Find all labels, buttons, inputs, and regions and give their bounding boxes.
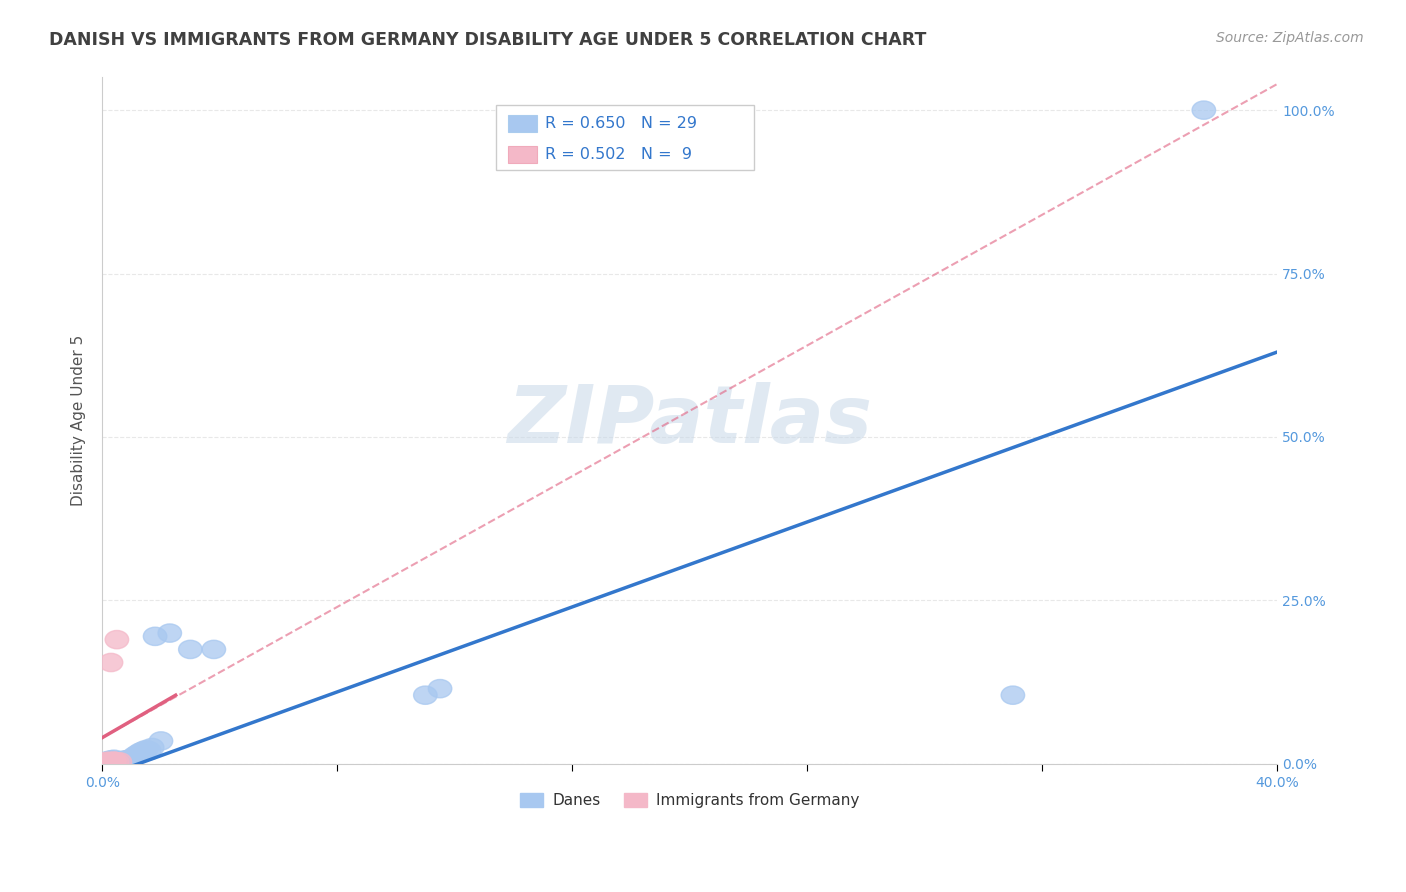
Ellipse shape [103, 752, 125, 771]
Ellipse shape [125, 745, 149, 764]
Ellipse shape [413, 686, 437, 705]
Ellipse shape [100, 653, 122, 672]
Ellipse shape [103, 750, 125, 768]
Text: Source: ZipAtlas.com: Source: ZipAtlas.com [1216, 31, 1364, 45]
Ellipse shape [100, 751, 122, 769]
Ellipse shape [93, 753, 117, 771]
Ellipse shape [105, 752, 129, 771]
Ellipse shape [105, 753, 129, 771]
Ellipse shape [114, 751, 138, 769]
Ellipse shape [157, 624, 181, 642]
Ellipse shape [135, 740, 157, 758]
Ellipse shape [111, 751, 135, 770]
Ellipse shape [179, 640, 202, 658]
Ellipse shape [117, 750, 141, 768]
Ellipse shape [141, 739, 165, 756]
Y-axis label: Disability Age Under 5: Disability Age Under 5 [72, 335, 86, 507]
Ellipse shape [202, 640, 225, 658]
Text: R = 0.502   N =  9: R = 0.502 N = 9 [546, 147, 692, 161]
Ellipse shape [100, 752, 122, 771]
Ellipse shape [120, 749, 143, 768]
Ellipse shape [100, 753, 122, 771]
Ellipse shape [1192, 101, 1216, 120]
Ellipse shape [103, 751, 125, 770]
Ellipse shape [122, 747, 146, 765]
Ellipse shape [1001, 686, 1025, 705]
Ellipse shape [129, 743, 152, 761]
Ellipse shape [105, 631, 129, 648]
Ellipse shape [97, 751, 120, 770]
Ellipse shape [429, 680, 451, 698]
Ellipse shape [149, 731, 173, 750]
FancyBboxPatch shape [508, 115, 537, 132]
FancyBboxPatch shape [508, 146, 537, 163]
FancyBboxPatch shape [496, 105, 755, 170]
Ellipse shape [138, 741, 160, 760]
Ellipse shape [132, 741, 155, 760]
Text: ZIPatlas: ZIPatlas [508, 382, 872, 459]
Ellipse shape [97, 752, 120, 771]
Legend: Danes, Immigrants from Germany: Danes, Immigrants from Germany [515, 788, 865, 814]
Ellipse shape [108, 751, 132, 770]
Text: R = 0.650   N = 29: R = 0.650 N = 29 [546, 116, 697, 131]
Ellipse shape [93, 753, 117, 771]
Ellipse shape [143, 627, 167, 646]
Ellipse shape [108, 753, 132, 771]
Text: DANISH VS IMMIGRANTS FROM GERMANY DISABILITY AGE UNDER 5 CORRELATION CHART: DANISH VS IMMIGRANTS FROM GERMANY DISABI… [49, 31, 927, 49]
Ellipse shape [97, 752, 120, 771]
Ellipse shape [103, 752, 125, 771]
